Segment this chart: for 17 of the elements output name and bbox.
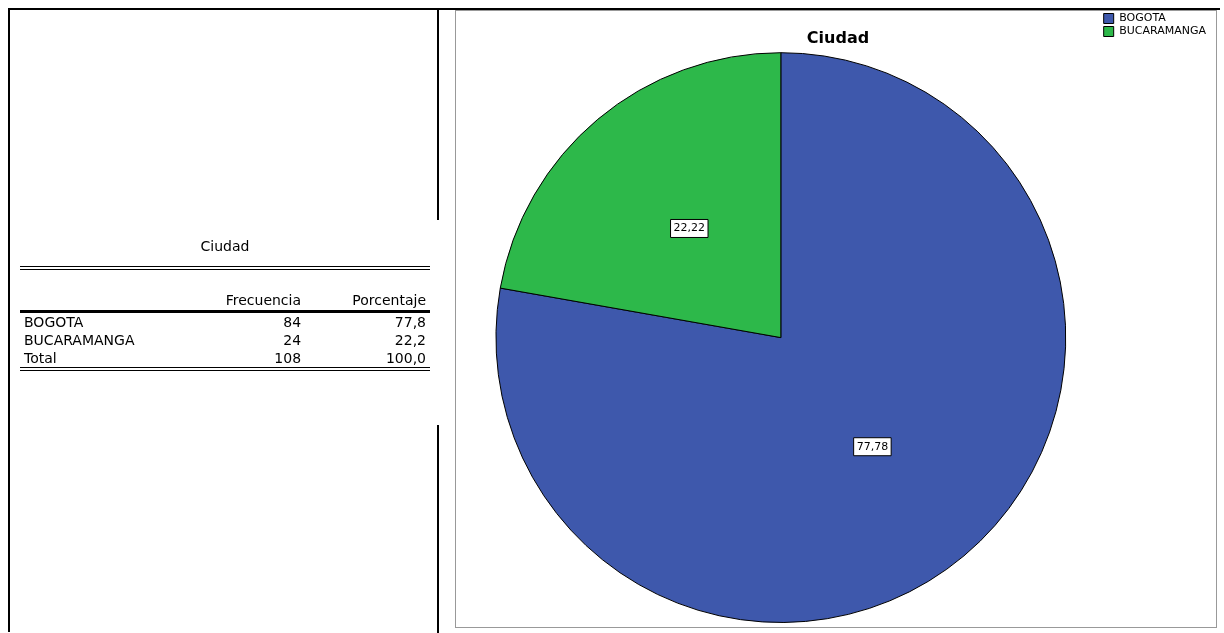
category-label: BOGOTA — [23, 313, 85, 331]
data-label: 22,22 — [673, 221, 706, 235]
data-label: 77,8 — [393, 313, 427, 331]
text: Ciudad — [199, 238, 251, 254]
category-label: BUCARAMANGA — [23, 331, 136, 349]
category-label: Total — [23, 349, 58, 368]
text: Porcentaje — [351, 291, 427, 310]
text: Frecuencia — [224, 291, 303, 310]
legend-label: BOGOTA — [1119, 11, 1167, 25]
data-label: 22,2 — [393, 331, 427, 349]
data-label: 100,0 — [384, 349, 427, 368]
data-label: 77,78 — [856, 439, 889, 453]
data-label: 24 — [282, 331, 303, 349]
legend-label: BUCARAMANGA — [1119, 24, 1207, 38]
data-label: 84 — [282, 313, 303, 331]
text: Ciudad — [806, 27, 870, 47]
data-label: 108 — [273, 349, 303, 368]
